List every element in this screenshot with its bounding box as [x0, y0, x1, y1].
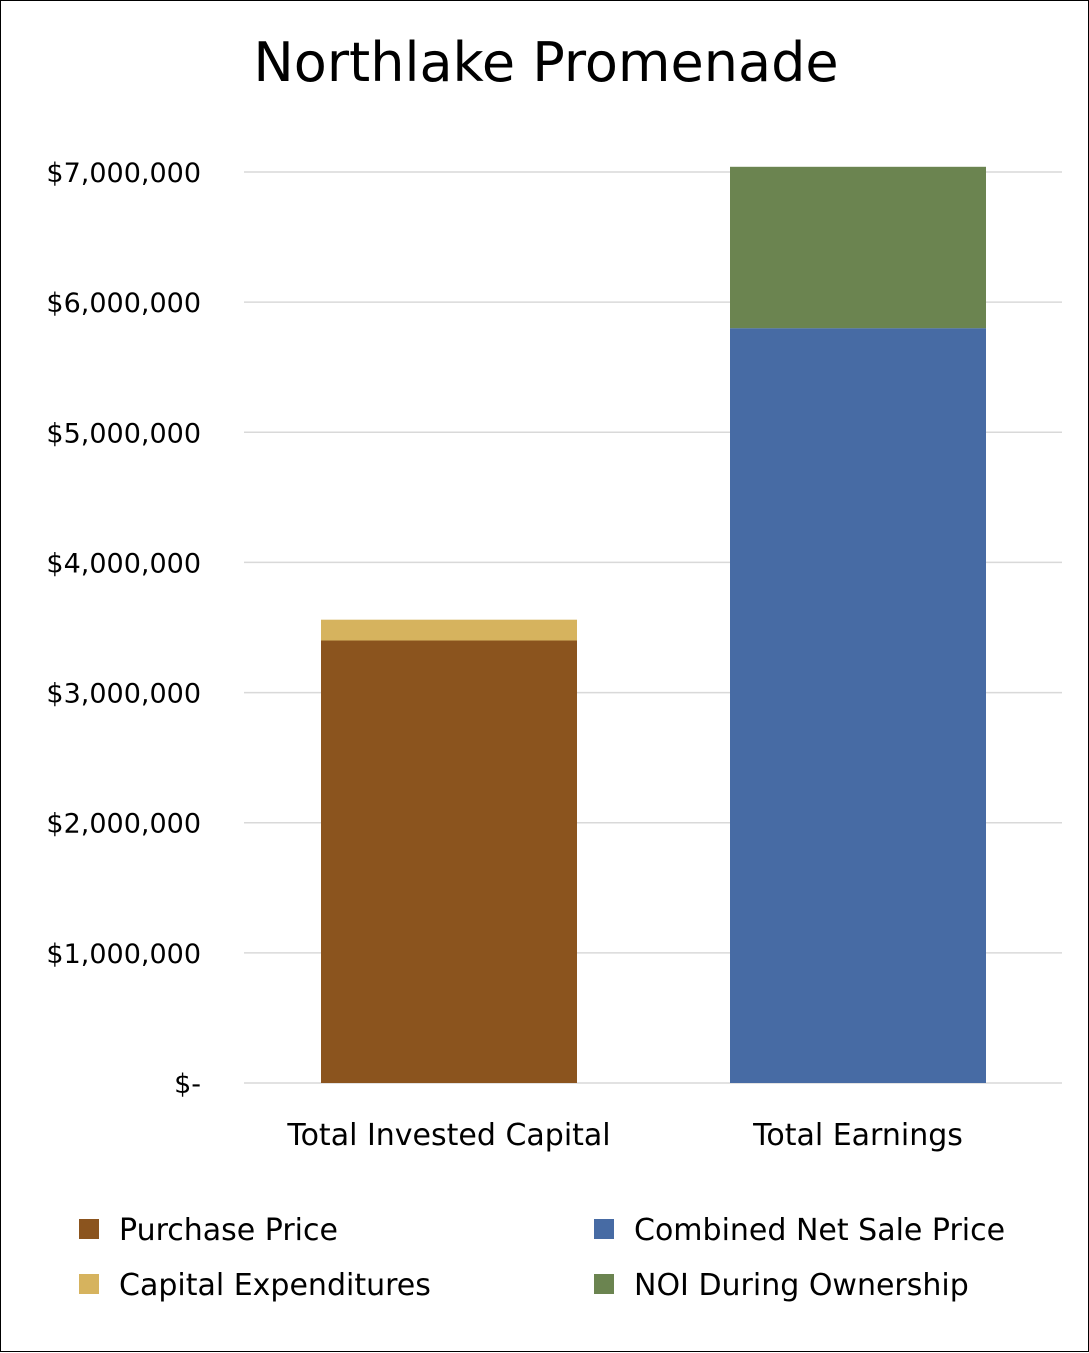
y-tick-label: $5,000,000 — [46, 418, 201, 449]
y-tick-label: $7,000,000 — [46, 158, 201, 189]
y-tick-label: $- — [174, 1069, 201, 1100]
legend-swatch — [79, 1274, 99, 1294]
legend-label: Combined Net Sale Price — [634, 1213, 1005, 1248]
legend-swatch — [79, 1219, 99, 1239]
bar-segment-capital-expenditures — [321, 619, 577, 641]
y-tick-label: $3,000,000 — [46, 679, 201, 710]
y-axis-ticks: $- $1,000,000 $2,000,000 $3,000,000 $4,000,0… — [46, 158, 201, 1100]
legend-swatch — [594, 1219, 614, 1239]
legend-swatch — [594, 1274, 614, 1294]
chart-title: Northlake Promenade — [253, 31, 838, 94]
legend-item: Combined Net Sale Price — [594, 1213, 1005, 1248]
legend-label: NOI During Ownership — [634, 1268, 969, 1303]
legend-item: Purchase Price — [79, 1213, 338, 1248]
legend-item: NOI During Ownership — [594, 1268, 969, 1303]
y-tick-label: $2,000,000 — [46, 809, 201, 840]
x-axis-categories: Total Invested Capital Total Earnings — [286, 1118, 963, 1153]
x-category-label: Total Earnings — [752, 1118, 963, 1153]
legend-item: Capital Expenditures — [79, 1268, 431, 1303]
x-category-label: Total Invested Capital — [286, 1118, 610, 1153]
y-tick-label: $4,000,000 — [46, 548, 201, 579]
bar-segment-noi-during-ownership — [730, 166, 986, 329]
y-tick-label: $6,000,000 — [46, 288, 201, 319]
legend: Purchase Price Capital Expenditures Combin… — [79, 1213, 1005, 1303]
bars — [321, 166, 986, 1084]
bar-segment-combined-net-sale-price — [730, 328, 986, 1084]
legend-label: Purchase Price — [119, 1213, 338, 1248]
bar-segment-purchase-price — [321, 640, 577, 1083]
legend-label: Capital Expenditures — [119, 1268, 431, 1303]
y-tick-label: $1,000,000 — [46, 939, 201, 970]
